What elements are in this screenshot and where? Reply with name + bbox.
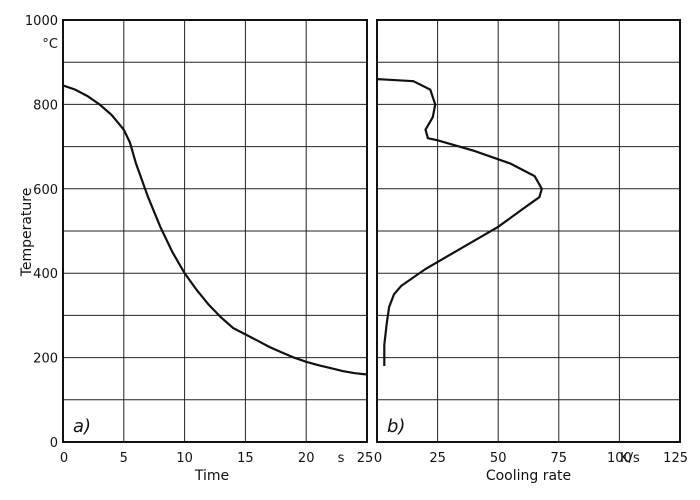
x-tick-label: 10 [176,451,193,466]
x-tick-label: 25 [357,451,374,466]
panel-a-time-temperature: 0 5 10 15 20 25 0 200 400 600 800 1000 s °C Time T… [19,14,373,484]
panel-b-grid [377,20,680,442]
panel-b-frame [376,19,681,443]
panel-b-x-axis-label: Cooling rate [486,468,571,484]
panel-a-frame [62,19,368,443]
temperature-time-curve [62,84,368,376]
panel-a-grid [63,20,367,442]
x-tick-label: 5 [120,451,128,466]
panel-a-label: a) [73,416,91,437]
panel-b-x-tick-labels: 0 25 50 75 100 125 [374,451,688,466]
y-tick-label: 0 [50,436,58,451]
x-tick-label: 0 [374,451,382,466]
panel-b-x-unit: K/s [620,451,640,466]
x-tick-label: 50 [490,451,507,466]
x-tick-label: 15 [237,451,254,466]
x-tick-label: 0 [60,451,68,466]
panel-b-cooling-rate: 0 25 50 75 100 125 K/s Cooling rate b) [374,19,688,484]
panel-a-y-unit: °C [42,37,58,52]
y-tick-label: 800 [33,98,58,113]
x-tick-label: 25 [429,451,446,466]
panel-a-x-unit: s [338,451,345,466]
panel-b-label: b) [387,416,405,437]
panel-a-x-axis-label: Time [194,468,229,484]
y-tick-label: 1000 [25,14,58,29]
x-tick-label: 100 [607,451,632,466]
y-tick-label: 400 [33,267,58,282]
y-axis-label: Temperature [19,188,35,278]
y-tick-label: 200 [33,352,58,367]
x-tick-label: 125 [663,451,688,466]
y-tick-label: 600 [33,183,58,198]
x-tick-label: 75 [551,451,568,466]
panel-a-x-tick-labels: 0 5 10 15 20 25 [60,451,373,466]
panel-a-y-tick-labels: 0 200 400 600 800 1000 [25,14,58,451]
x-tick-label: 20 [298,451,315,466]
cooling-rate-curve [376,78,543,366]
